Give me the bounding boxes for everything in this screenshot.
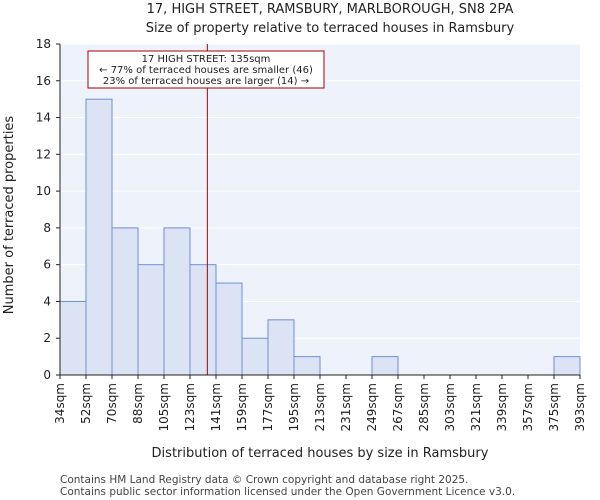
y-axis-label: Number of terraced properties — [2, 116, 17, 315]
x-tick-label-10: 213sqm — [313, 383, 327, 431]
annotation-line2: ← 77% of terraced houses are smaller (46… — [99, 65, 313, 76]
y-tick-label-9: 18 — [36, 37, 51, 51]
y-tick-label-7: 14 — [36, 111, 51, 125]
bar-34sqm — [59, 300, 87, 376]
y-ticks: 0 2 4 6 8 10 12 14 16 18 — [36, 37, 60, 382]
x-tick-label-12: 249sqm — [365, 383, 379, 431]
bar-177sqm — [267, 319, 295, 376]
y-tick-label-3: 6 — [43, 258, 51, 272]
x-tick-label-1: 52sqm — [79, 383, 93, 424]
x-tick-label-18: 357sqm — [521, 383, 535, 431]
annotation-border — [87, 50, 325, 89]
annotation-box: 17 HIGH STREET: 135sqm ← 77% of terraced… — [87, 50, 325, 89]
chart-title-line2: Size of property relative to terraced ho… — [146, 21, 515, 36]
bar-52sqm — [85, 98, 113, 376]
annotation-line1: 17 HIGH STREET: 135sqm — [142, 54, 271, 65]
bar-375sqm — [553, 356, 581, 376]
bar-105sqm — [163, 227, 191, 376]
bar-195sqm — [293, 356, 321, 376]
y-tick-label-2: 4 — [43, 294, 51, 308]
x-ticks: 34sqm 52sqm 70sqm 88sqm 105sqm 123sqm 141sqm 15… — [53, 375, 587, 431]
y-tick-label-1: 2 — [43, 331, 51, 345]
x-tick-label-11: 231sqm — [339, 383, 353, 431]
bar-159sqm — [241, 337, 269, 376]
x-tick-label-13: 267sqm — [391, 383, 405, 431]
bar-88sqm — [137, 264, 165, 376]
x-tick-label-15: 303sqm — [443, 383, 457, 431]
footer-line1: Contains HM Land Registry data © Crown c… — [60, 474, 469, 486]
y-tick-label-5: 10 — [36, 184, 51, 198]
x-tick-label-2: 70sqm — [105, 383, 119, 424]
x-tick-label-6: 141sqm — [209, 383, 223, 431]
x-tick-label-16: 321sqm — [469, 383, 483, 431]
y-tick-label-4: 8 — [43, 221, 51, 235]
x-tick-label-5: 123sqm — [183, 383, 197, 431]
x-tick-label-14: 285sqm — [417, 383, 431, 431]
x-tick-label-19: 375sqm — [547, 383, 561, 431]
x-tick-label-20: 393sqm — [573, 383, 587, 431]
bar-70sqm — [111, 227, 139, 376]
x-axis-label: Distribution of terraced houses by size … — [152, 446, 489, 461]
annotation-line3: 23% of terraced houses are larger (14) → — [103, 76, 309, 87]
y-tick-label-0: 0 — [43, 368, 51, 382]
x-tick-label-7: 159sqm — [235, 383, 249, 431]
bars — [59, 98, 581, 376]
x-tick-label-3: 88sqm — [131, 383, 145, 424]
x-tick-label-4: 105sqm — [157, 383, 171, 431]
bar-249sqm — [371, 356, 399, 376]
y-tick-label-8: 16 — [36, 74, 51, 88]
x-tick-label-17: 339sqm — [495, 383, 509, 431]
footer-line2: Contains public sector information licen… — [60, 486, 516, 498]
x-tick-label-8: 177sqm — [261, 383, 275, 431]
y-tick-label-6: 12 — [36, 147, 51, 161]
x-tick-label-9: 195sqm — [287, 383, 301, 431]
chart-title-line1: 17, HIGH STREET, RAMSBURY, MARLBOROUGH, … — [147, 2, 514, 17]
x-tick-label-0: 34sqm — [53, 383, 67, 424]
bar-123sqm — [189, 264, 217, 376]
bar-141sqm — [215, 282, 243, 376]
